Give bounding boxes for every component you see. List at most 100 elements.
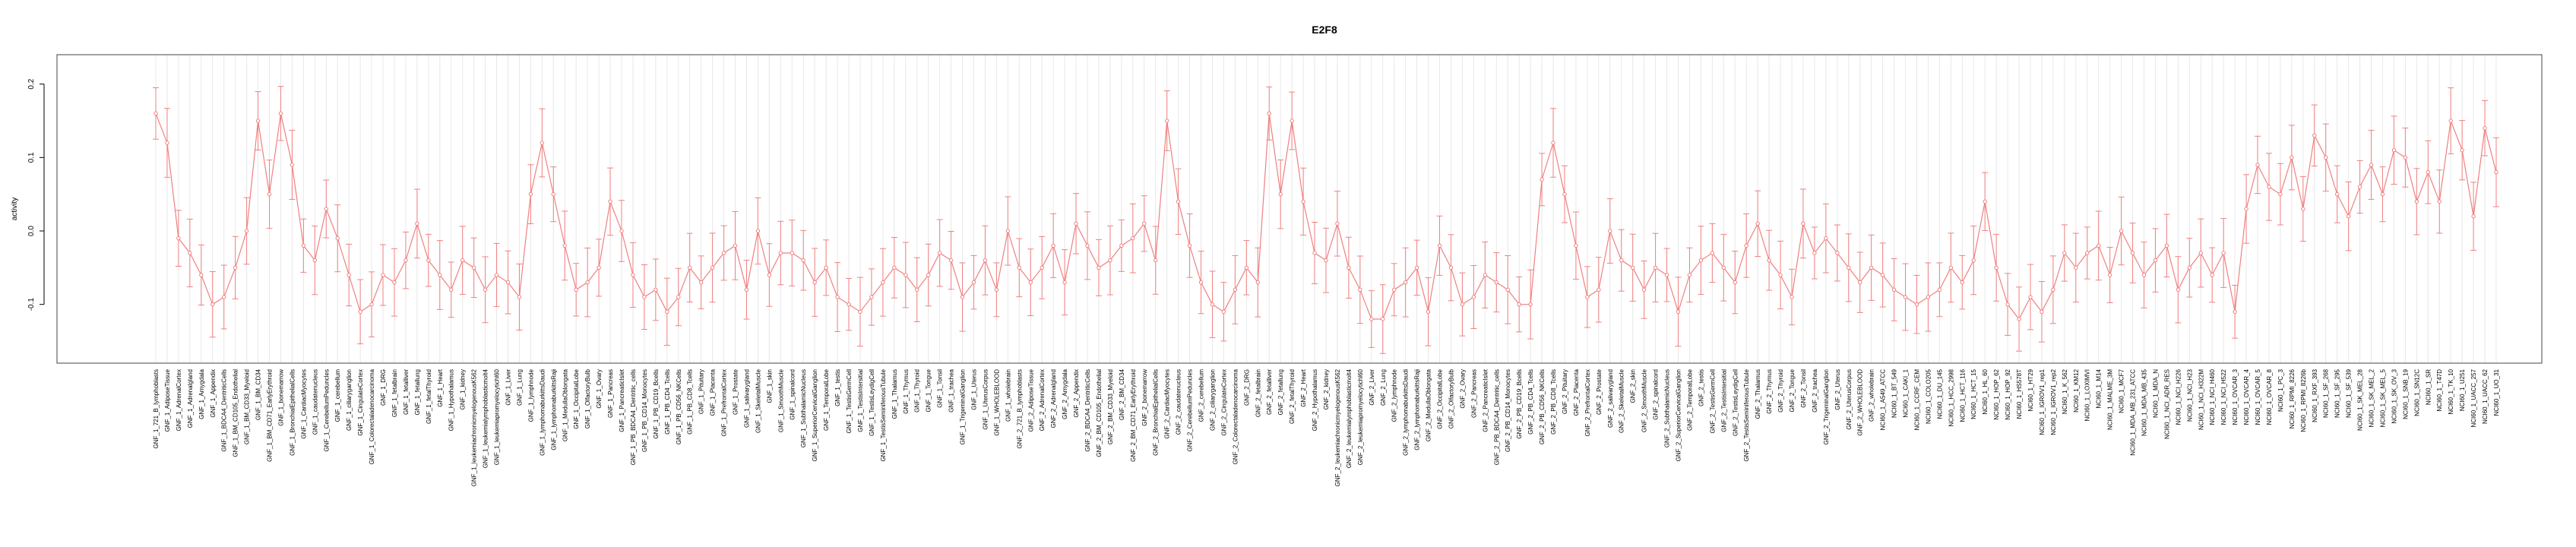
data-point (1290, 119, 1294, 123)
data-point (2312, 133, 2317, 138)
data-point (2051, 287, 2055, 292)
data-point (2176, 287, 2181, 292)
x-tick-label: GNF_1_fetalbrain (391, 369, 398, 417)
x-tick-label: NCI60_1_IGROV1_rep2 (2050, 368, 2057, 435)
x-tick-label: GNF_1_Colorectaladenocarcinoma (369, 368, 375, 464)
data-point (255, 119, 261, 123)
data-point (1994, 265, 1998, 270)
data-point (1483, 273, 1488, 277)
x-tick-label: NCI60_1_HOP_62 (1993, 368, 2000, 419)
data-point (551, 191, 556, 197)
x-tick-label: NCI60_1_OVCAR_3 (2232, 368, 2239, 425)
x-tick-label: GNF_2_leukemiachronicmyelogenousK562 (1334, 368, 1341, 486)
data-point (926, 273, 931, 277)
data-point (1414, 265, 1419, 270)
data-point (1085, 243, 1090, 248)
x-tick-label: NCI60_1_TK_10 (2448, 368, 2454, 414)
data-point (1369, 317, 1374, 321)
x-tick-label: GNF_1_testis (834, 369, 841, 406)
x-tick-label: GNF_1_cerebellum (334, 369, 341, 422)
x-tick-label: GNF_1_lymphnode (527, 368, 534, 422)
data-point (1653, 265, 1658, 270)
data-point (2426, 169, 2430, 175)
x-tick-label: GNF_2_kidney (1323, 369, 1330, 409)
x-tick-label: GNF_1_BM_CD33_Myeloid (244, 369, 251, 444)
data-point (1517, 302, 1521, 307)
data-point (176, 236, 181, 241)
x-tick-label: GNF_1_Thyroid (914, 369, 921, 413)
x-tick-label: NCI60_1_HCT_15 (1970, 368, 1977, 419)
data-point (1608, 229, 1612, 233)
data-point (1187, 243, 1192, 248)
data-point (1381, 317, 1385, 321)
data-point (2062, 251, 2067, 255)
x-tick-label: GNF_1_TestisGermCell (846, 369, 853, 434)
x-tick-label: GNF_1_fetallung (414, 369, 421, 415)
data-point (665, 309, 669, 315)
x-tick-label: GNF_2_WHOLEBLOOD (1857, 369, 1864, 436)
data-point (2187, 265, 2192, 270)
data-point (369, 302, 374, 307)
data-point (2391, 147, 2397, 153)
data-point (1505, 287, 1510, 292)
data-point (585, 280, 590, 285)
x-tick-label: GNF_1_leukemiachronicmyelogenousK562 (471, 368, 478, 486)
plot-frame (56, 54, 2543, 364)
data-point (574, 287, 578, 292)
data-point (1426, 309, 1431, 315)
data-point (1778, 273, 1783, 277)
data-point (2119, 229, 2124, 233)
data-point (188, 251, 192, 255)
x-tick-label: NCI60_1_KM12 (2073, 368, 2080, 412)
x-tick-label: GNF_2_BronchialEpithelialCells (1153, 369, 1160, 456)
x-tick-label: NCI60_1_NCI_H522 (2220, 368, 2227, 425)
data-point (199, 273, 204, 277)
x-tick-label: GNF_2_OccipitalLobe (1437, 368, 1444, 428)
data-point (1983, 199, 1987, 204)
x-tick-label: GNF_2_TestisSeminiferousTubule (1743, 368, 1750, 461)
data-point (415, 221, 419, 226)
x-tick-label: GNF_1_Tonsil (937, 369, 944, 408)
data-point (971, 280, 976, 285)
x-tick-label: NCI60_1_NCI_H460 (2209, 368, 2216, 425)
data-point (1948, 265, 1954, 270)
data-point (2210, 273, 2214, 277)
data-point (2028, 295, 2033, 299)
data-point (1880, 273, 1885, 277)
x-tick-label: NCI60_1_HT29 (2027, 368, 2034, 411)
x-tick-label: GNF_2_SubthalamicNucleus (1664, 369, 1671, 447)
x-tick-label: GNF_1_caudatenucleus (312, 369, 318, 435)
x-tick-label: GNF_2_fetalThyroid (1289, 369, 1296, 424)
x-tick-label: GNF_1_TrigeminalGanglion (960, 369, 967, 444)
x-tick-label: GNF_1_WHOLEBLOOD (993, 369, 1000, 436)
data-point (1891, 287, 1897, 292)
x-tick-label: GNF_2_721_B_lymphoblasts (1016, 369, 1023, 449)
data-point (392, 280, 397, 285)
data-point (1847, 265, 1851, 270)
data-point (1528, 302, 1533, 307)
chart-title: E2F8 (1312, 24, 1337, 36)
data-point (1755, 221, 1760, 226)
data-point (517, 295, 522, 299)
data-point (1960, 280, 1964, 285)
x-tick-label: NCI60_1_OVCAR_8 (2266, 368, 2273, 425)
data-point (698, 280, 704, 285)
x-tick-label: GNF_2_Liver (1369, 369, 1375, 406)
data-point (1574, 243, 1578, 248)
x-tick-label: GNF_1_PB_CD56_NKCells (676, 369, 682, 444)
data-point (562, 243, 567, 248)
data-point (1312, 251, 1317, 255)
data-point (528, 191, 533, 197)
y-tick-label: 0.0 (27, 226, 36, 236)
x-tick-label: NCI60_1_T47D (2436, 369, 2443, 412)
x-tick-label: GNF_1_SubthalamicNucleus (800, 369, 807, 447)
data-point (335, 236, 340, 241)
data-point (1005, 229, 1011, 233)
x-tick-label: GNF_2_spinalcord (1653, 369, 1660, 420)
x-tick-label: GNF_1_TemporalLobe (823, 368, 830, 430)
x-tick-label: GNF_2_Colorectaladenocarcinoma (1232, 368, 1239, 464)
x-tick-label: GNF_1_721_B_lymphoblasts (153, 369, 160, 449)
data-point (1460, 302, 1465, 307)
x-tick-label: GNF_2_testis (1698, 369, 1704, 406)
data-point (1664, 273, 1669, 277)
